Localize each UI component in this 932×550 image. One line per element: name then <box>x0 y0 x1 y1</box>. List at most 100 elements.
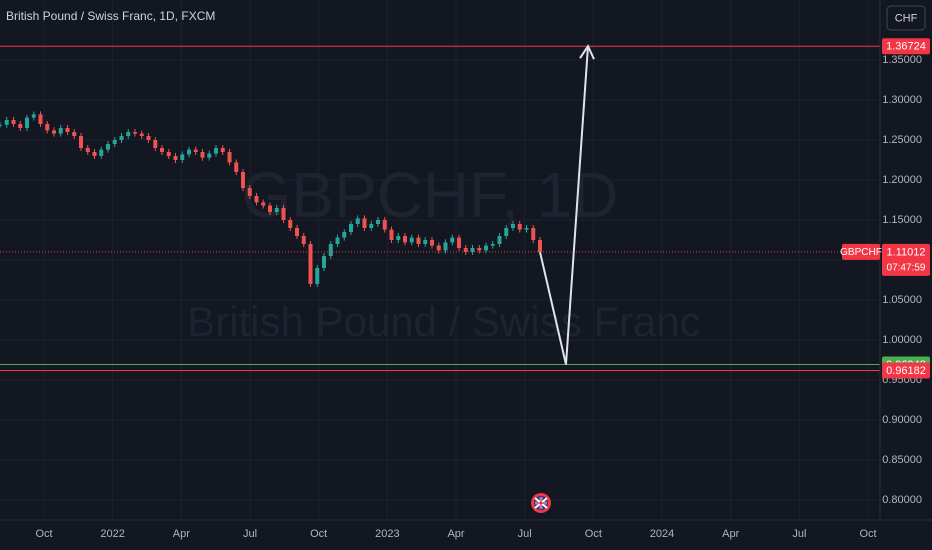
candle <box>396 236 401 240</box>
grid <box>0 0 880 520</box>
y-tick-label: 1.05000 <box>882 294 922 306</box>
candle <box>470 248 475 252</box>
candle <box>261 202 266 206</box>
symbol-label: GBPCHF <box>840 247 882 258</box>
x-tick-label: Apr <box>173 528 190 540</box>
candle <box>288 220 293 228</box>
y-tick-label: 0.85000 <box>882 454 922 466</box>
countdown-label: 07:47:59 <box>887 263 926 274</box>
candle <box>409 237 414 243</box>
flag-icon <box>531 493 551 513</box>
candle <box>355 218 360 224</box>
x-tick-label: Jul <box>792 528 806 540</box>
candle <box>403 236 407 243</box>
y-tick-label: 1.00000 <box>882 334 922 346</box>
projection-arrowhead <box>579 44 595 60</box>
candle <box>0 124 2 126</box>
x-tick-label: Oct <box>35 528 52 540</box>
candle <box>227 152 232 163</box>
candle <box>511 224 515 228</box>
level-label: 1.36724 <box>886 41 926 53</box>
plot <box>0 44 880 372</box>
candle <box>180 154 185 160</box>
candle <box>376 220 380 224</box>
y-tick-label: 1.30000 <box>882 94 922 106</box>
candle <box>11 120 16 124</box>
candle <box>389 229 394 240</box>
y-tick-label: 0.90000 <box>882 414 922 426</box>
candle <box>301 236 306 244</box>
candle <box>315 268 320 284</box>
level-label-bg <box>882 38 930 55</box>
watermark-description: British Pound / Swiss Franc <box>187 298 701 345</box>
candle <box>308 244 313 284</box>
candle <box>254 196 259 203</box>
candle <box>126 132 131 136</box>
level-label-bg <box>882 362 930 379</box>
y-tick-label: 1.15000 <box>882 214 922 226</box>
candle <box>187 149 191 155</box>
currency-button[interactable] <box>886 5 926 31</box>
candle <box>146 136 151 140</box>
projection-path <box>539 46 589 365</box>
x-tick-label: Oct <box>585 528 602 540</box>
candle <box>92 152 97 156</box>
candle <box>31 114 36 118</box>
x-tick-label: 2023 <box>375 528 399 540</box>
candle <box>18 124 23 128</box>
candle <box>25 117 29 128</box>
candle <box>443 242 448 251</box>
candle <box>490 244 495 246</box>
candle <box>349 224 353 232</box>
y-tick-label: 1.20000 <box>882 174 922 186</box>
candle <box>369 224 374 228</box>
candle <box>45 124 50 131</box>
candle <box>112 140 117 144</box>
chart-title: British Pound / Swiss Franc, 1D, FXCM <box>6 9 215 23</box>
candle <box>430 240 434 246</box>
candle <box>247 188 252 196</box>
candle <box>362 218 367 228</box>
y-tick-label: 1.35000 <box>882 54 922 66</box>
candle <box>497 236 502 244</box>
y-tick-label: 1.25000 <box>882 134 922 146</box>
candle <box>214 148 218 154</box>
candle <box>52 130 56 134</box>
candle <box>85 148 90 152</box>
candle <box>139 133 144 136</box>
candle <box>160 148 164 152</box>
candle <box>193 149 198 152</box>
candle <box>268 205 272 212</box>
candle <box>335 237 340 244</box>
candle <box>133 132 137 134</box>
x-tick-label: 2024 <box>650 528 674 540</box>
candle <box>524 228 529 230</box>
x-tick-label: Apr <box>447 528 464 540</box>
candle <box>4 120 9 125</box>
candle <box>65 128 70 132</box>
candle <box>207 153 212 158</box>
candle <box>99 149 104 156</box>
candle <box>436 245 441 251</box>
watermark-symbol: GBPCHF, 1D <box>242 159 619 231</box>
x-tick-label: 2022 <box>100 528 124 540</box>
candle <box>119 136 124 140</box>
currency-button-label[interactable]: CHF <box>895 12 918 24</box>
candle <box>328 244 333 256</box>
candle <box>58 128 63 134</box>
x-tick-label: Jul <box>243 528 257 540</box>
x-tick-label: Oct <box>310 528 327 540</box>
candle <box>517 224 522 230</box>
symbol-label-bg <box>842 243 880 260</box>
candle <box>538 240 542 252</box>
candle <box>463 248 468 252</box>
candle <box>241 172 245 188</box>
candle <box>531 228 536 240</box>
candle <box>295 228 299 236</box>
y-tick-label: 0.80000 <box>882 494 922 506</box>
price-label: 1.11012 <box>887 246 926 258</box>
candle <box>382 220 387 230</box>
candle <box>457 237 461 248</box>
price-label-bg <box>882 243 930 276</box>
